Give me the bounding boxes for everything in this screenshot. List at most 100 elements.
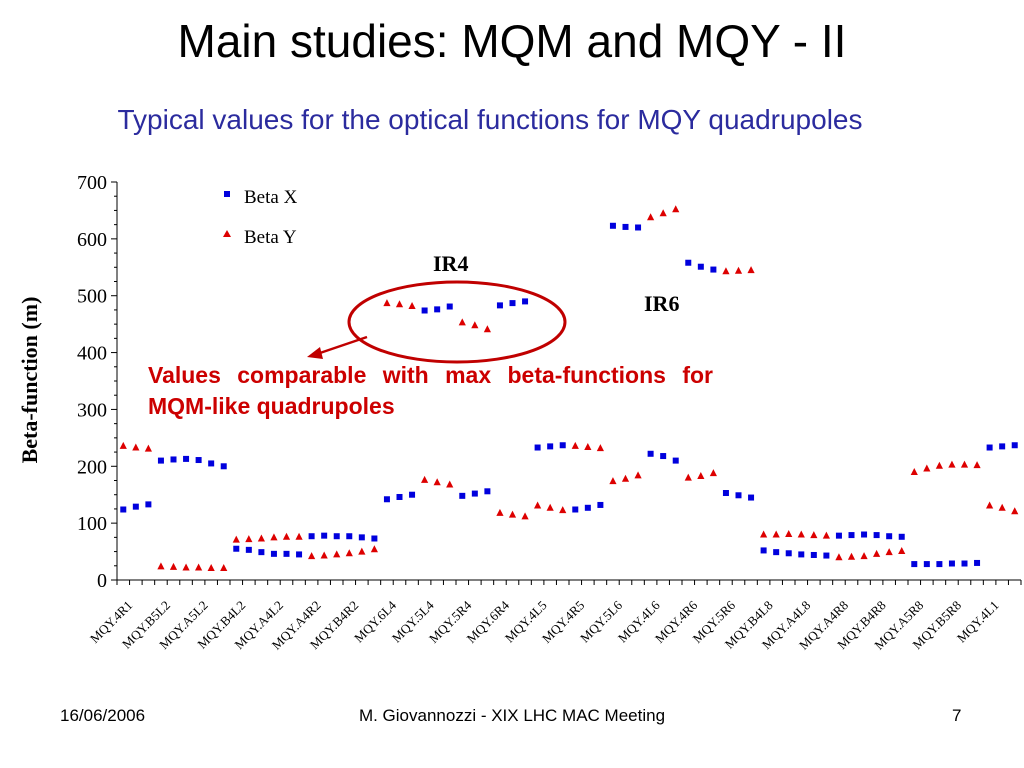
beta-y-point	[182, 563, 190, 571]
legend-label-beta-x: Beta X	[244, 187, 298, 208]
beta-y-point	[521, 512, 529, 520]
beta-y-point	[119, 441, 127, 449]
beta-y-point	[873, 549, 881, 557]
y-tick-label: 300	[77, 399, 107, 421]
beta-x-point	[296, 551, 303, 558]
beta-x-point	[710, 266, 717, 273]
beta-y-point	[245, 535, 253, 543]
beta-y-point	[383, 299, 391, 307]
beta-x-point	[321, 532, 328, 539]
beta-x-point	[835, 532, 842, 539]
beta-y-point	[144, 444, 152, 452]
x-tick-label: MQY.4L1	[954, 598, 1002, 646]
beta-x-point	[484, 488, 491, 495]
slide-subtitle: Typical values for the optical functions…	[117, 104, 863, 135]
beta-x-point	[823, 552, 830, 559]
beta-x-point	[195, 457, 202, 464]
beta-y-point	[722, 267, 730, 275]
beta-y-point	[483, 325, 491, 333]
beta-y-point	[684, 473, 692, 481]
beta-x-point	[534, 444, 541, 451]
beta-x-point	[522, 298, 529, 305]
beta-x-point	[258, 549, 265, 556]
callout-text: Values comparable with max beta-function…	[148, 362, 713, 419]
beta-x-point	[848, 532, 855, 539]
beta-y-point	[220, 564, 228, 572]
beta-y-point	[496, 508, 504, 516]
beta-y-point	[308, 552, 316, 560]
beta-x-point	[999, 443, 1006, 450]
legend-label-beta-y: Beta Y	[244, 227, 297, 248]
beta-y-point	[408, 301, 416, 309]
beta-y-point	[195, 563, 203, 571]
beta-x-point	[748, 494, 755, 501]
beta-x-point	[936, 561, 943, 568]
beta-x-point	[773, 549, 780, 556]
annotation-ir4: IR4	[433, 251, 468, 276]
beta-y-point	[647, 213, 655, 221]
beta-y-point	[421, 475, 429, 483]
beta-y-point	[860, 552, 868, 560]
beta-x-point	[409, 491, 416, 498]
beta-x-point	[459, 492, 466, 499]
beta-x-point	[722, 490, 729, 497]
beta-y-point	[609, 477, 617, 485]
beta-y-point	[282, 532, 291, 540]
beta-x-point	[183, 455, 190, 462]
y-axis-title: Beta-function (m)	[17, 297, 42, 464]
beta-y-point	[333, 550, 341, 558]
beta-y-point	[747, 266, 755, 274]
beta-y-point	[132, 443, 140, 451]
beta-y-point	[257, 534, 265, 542]
beta-x-point	[672, 457, 679, 464]
footer-page-number: 7	[952, 706, 962, 725]
beta-y-point	[358, 547, 366, 555]
beta-y-point	[898, 547, 906, 555]
chart-points	[119, 205, 1019, 572]
beta-x-point	[886, 533, 893, 540]
beta-x-point	[559, 442, 566, 449]
beta-x-point	[986, 444, 993, 451]
beta-x-point	[1011, 442, 1018, 449]
beta-y-point	[822, 531, 830, 539]
beta-x-point	[233, 545, 240, 552]
beta-x-point	[898, 533, 905, 540]
beta-y-point	[559, 506, 567, 514]
beta-y-point	[797, 530, 805, 538]
chart-axes	[111, 181, 1022, 585]
beta-x-point	[371, 535, 378, 542]
beta-y-point	[847, 552, 856, 560]
beta-x-point	[647, 450, 654, 457]
beta-x-point	[810, 551, 817, 558]
y-tick-label: 700	[77, 172, 107, 194]
legend-marker-beta-x	[224, 191, 230, 197]
beta-y-point	[973, 461, 981, 469]
beta-y-point	[433, 478, 441, 486]
footer-date: 16/06/2006	[60, 706, 146, 725]
beta-x-point	[157, 457, 164, 464]
beta-y-point	[659, 209, 667, 217]
footer-presenter: M. Giovannozzi - XIX LHC MAC Meeting	[358, 706, 666, 725]
beta-x-point	[760, 547, 767, 554]
beta-y-point	[508, 510, 517, 518]
beta-y-point	[910, 467, 918, 475]
beta-x-point	[421, 307, 428, 314]
beta-y-point	[697, 471, 705, 479]
beta-x-point	[333, 533, 340, 540]
beta-y-point	[571, 441, 579, 449]
beta-x-point	[283, 550, 290, 557]
beta-y-point	[709, 469, 717, 477]
beta-y-point	[734, 266, 743, 274]
beta-x-point	[446, 303, 453, 310]
beta-y-point	[295, 532, 303, 540]
beta-x-point	[622, 223, 629, 230]
beta-x-point	[974, 559, 981, 566]
beta-y-point	[270, 533, 278, 541]
beta-y-point	[948, 460, 956, 468]
beta-y-point	[785, 529, 793, 537]
beta-y-point	[370, 545, 378, 553]
beta-x-point	[220, 463, 227, 470]
beta-x-point	[798, 551, 805, 558]
beta-x-point	[270, 550, 277, 557]
